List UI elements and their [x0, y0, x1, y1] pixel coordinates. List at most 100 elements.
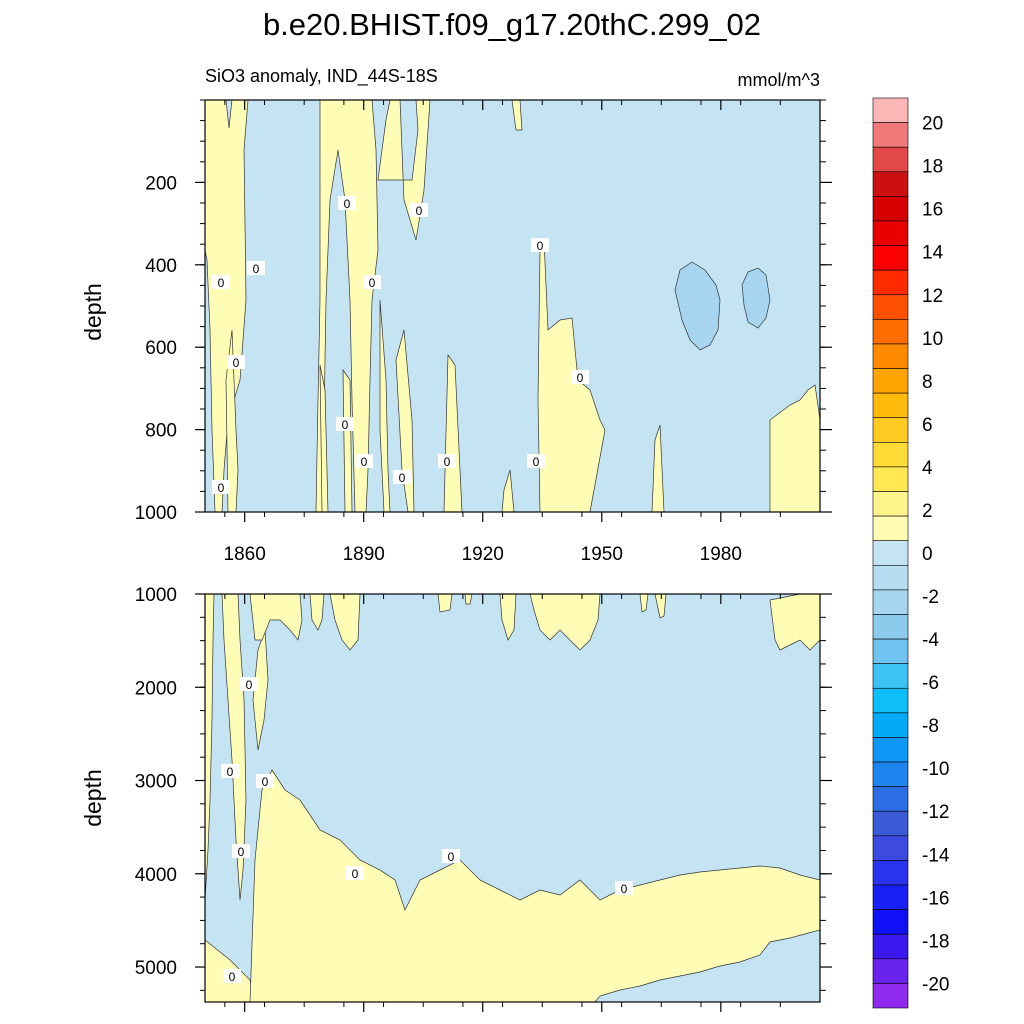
colorbar-swatch — [872, 220, 909, 246]
svg-text:0: 0 — [342, 418, 349, 432]
colorbar-label: 12 — [922, 286, 943, 307]
y-tick-label: 3000 — [135, 772, 177, 793]
colorbar-label: 0 — [922, 544, 933, 565]
colorbar — [872, 97, 909, 1009]
colorbar-swatch — [872, 958, 909, 984]
colorbar-swatch — [872, 540, 909, 566]
colorbar-swatch — [872, 860, 909, 886]
svg-text:0: 0 — [369, 276, 376, 290]
x-tick-label: 1980 — [700, 544, 742, 565]
svg-text:0: 0 — [361, 455, 368, 469]
colorbar-swatch — [872, 269, 909, 296]
lower-positive-regions — [204, 593, 821, 1003]
colorbar-swatch — [872, 245, 909, 271]
x-tick-label: 1890 — [343, 544, 385, 565]
colorbar-label: 16 — [922, 200, 943, 221]
colorbar-swatch — [872, 122, 909, 148]
lower-y-tick-labels: 1000 2000 3000 4000 5000 — [135, 585, 177, 979]
colorbar-label: 18 — [922, 157, 943, 178]
svg-text:0: 0 — [253, 262, 260, 276]
svg-text:0: 0 — [227, 765, 234, 779]
colorbar-label: 2 — [922, 501, 933, 522]
colorbar-swatch — [872, 835, 909, 861]
colorbar-swatch — [872, 687, 909, 714]
svg-text:0: 0 — [229, 970, 236, 984]
colorbar-labels: 20181614121086420-2-4-6-8-10-12-14-16-18… — [922, 114, 950, 996]
svg-text:0: 0 — [621, 882, 628, 896]
colorbar-swatch — [872, 171, 909, 197]
svg-text:0: 0 — [352, 867, 359, 881]
lower-contour-labels: 0 0 0 0 0 0 0 0 — [221, 677, 633, 984]
svg-text:0: 0 — [448, 850, 455, 864]
contour-label: 0 — [531, 238, 549, 253]
contour-label: 0 — [336, 417, 354, 432]
svg-text:0: 0 — [246, 678, 253, 692]
colorbar-label: 6 — [922, 415, 933, 436]
colorbar-swatch — [872, 761, 909, 787]
y-tick-label: 800 — [145, 421, 177, 442]
colorbar-swatch — [872, 466, 909, 492]
colorbar-label: -18 — [922, 931, 949, 952]
svg-text:0: 0 — [218, 276, 225, 290]
upper-subtitle-left: SiO3 anomaly, IND_44S-18S — [205, 66, 438, 87]
svg-text:0: 0 — [233, 356, 240, 370]
colorbar-swatch — [872, 983, 909, 1009]
colorbar-swatch — [872, 638, 909, 664]
colorbar-label: -10 — [922, 759, 949, 780]
colorbar-swatch — [872, 442, 909, 468]
contour-label: 0 — [338, 196, 356, 211]
contour-label: 0 — [527, 454, 545, 469]
colorbar-swatch — [872, 786, 909, 812]
colorbar-swatch — [872, 146, 909, 173]
upper-panel: SiO3 anomaly, IND_44S-18S mmol/m^3 0 0000… — [80, 66, 832, 565]
x-tick-label: 1950 — [581, 544, 623, 565]
colorbar-swatch — [872, 737, 909, 763]
svg-text:0: 0 — [399, 471, 406, 485]
svg-text:0: 0 — [218, 481, 225, 495]
y-tick-label: 2000 — [135, 678, 177, 699]
colorbar-label: -16 — [922, 888, 949, 909]
colorbar-label: -8 — [922, 716, 939, 737]
colorbar-swatch — [872, 417, 909, 443]
contour-label: 0 — [346, 866, 364, 881]
contour-label: 0 — [571, 370, 589, 385]
colorbar-label: -14 — [922, 845, 950, 866]
colorbar-swatch — [872, 909, 909, 935]
lower-tick-marks — [195, 593, 832, 1012]
colorbar-swatch — [872, 564, 909, 591]
svg-text:0: 0 — [238, 845, 245, 859]
colorbar-swatch — [872, 614, 909, 640]
contour-label: 0 — [393, 470, 411, 485]
colorbar-swatch — [872, 294, 909, 320]
colorbar-swatch — [872, 343, 909, 369]
colorbar-swatch — [872, 884, 909, 910]
y-tick-label: 600 — [145, 338, 177, 359]
upper-x-tick-labels: 1860 1890 1920 1950 1980 — [224, 544, 742, 565]
colorbar-label: 8 — [922, 372, 933, 393]
colorbar-label: 14 — [922, 243, 944, 264]
contour-label: 0 — [256, 774, 274, 789]
contour-label: 0 — [212, 480, 230, 495]
contour-label: 0 — [247, 261, 265, 276]
contour-label: 0 — [240, 677, 258, 692]
svg-text:0: 0 — [262, 775, 269, 789]
colorbar-swatch — [872, 368, 909, 394]
contour-label: 0 — [363, 275, 381, 290]
contour-label: 0 — [410, 203, 428, 218]
svg-text:0: 0 — [577, 371, 584, 385]
upper-negative-region — [205, 100, 820, 512]
colorbar-swatch — [872, 663, 909, 689]
colorbar-swatch — [872, 712, 909, 738]
colorbar-swatch — [872, 491, 909, 517]
x-tick-label: 1860 — [224, 544, 266, 565]
colorbar-label: 10 — [922, 329, 943, 350]
colorbar-label: -20 — [922, 974, 949, 995]
contour-label: 0 — [232, 844, 250, 859]
lower-panel: 0 0 0 0 0 0 0 0 1000 2000 3000 4000 5000 depth — [80, 585, 832, 1012]
contour-label: 0 — [615, 881, 633, 896]
upper-tick-marks — [195, 99, 832, 522]
colorbar-swatch — [872, 392, 909, 419]
svg-text:0: 0 — [444, 455, 451, 469]
svg-text:0: 0 — [533, 455, 540, 469]
